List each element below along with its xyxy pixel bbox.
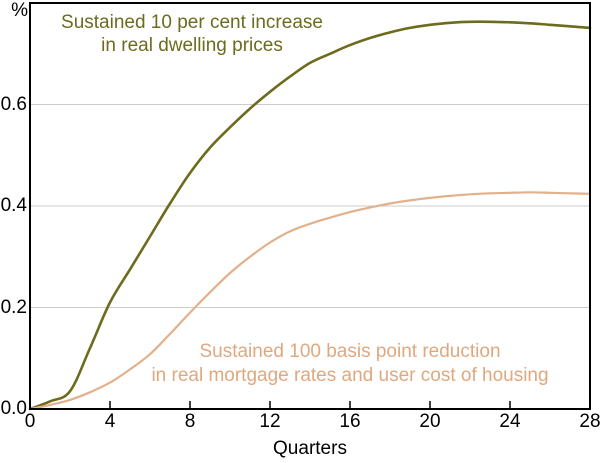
- series-label-mortgage-rates-line1: Sustained 100 basis point reduction: [199, 341, 501, 362]
- x-tick-label: 0: [24, 411, 36, 432]
- y-tick-label: 0.4: [0, 195, 27, 216]
- y-axis-unit-label: %: [11, 0, 28, 21]
- curve-dwelling-prices: [28, 20, 592, 411]
- series-label-mortgage-rates: Sustained 100 basis point reduction in r…: [120, 340, 580, 388]
- y-tick-label: 0.6: [0, 93, 27, 115]
- x-tick-label: 4: [104, 411, 116, 432]
- plot-border: [29, 2, 591, 410]
- y-tick-label: 0.2: [0, 296, 27, 318]
- x-tick-label: 24: [499, 411, 521, 432]
- series-label-dwelling-prices-line2: in real dwelling prices: [101, 35, 283, 56]
- series-label-dwelling-prices: Sustained 10 per cent increase in real d…: [42, 11, 342, 57]
- x-tick-label: 8: [184, 411, 196, 432]
- x-axis-title: Quarters: [273, 438, 347, 459]
- x-tick-label: 16: [339, 411, 361, 432]
- series-label-dwelling-prices-line1: Sustained 10 per cent increase: [61, 12, 323, 33]
- x-tick-label: 28: [579, 411, 600, 432]
- x-tick-label: 12: [259, 411, 281, 432]
- y-tick-label: 0.0: [0, 398, 27, 419]
- x-tick-label: 20: [419, 411, 441, 432]
- series-label-mortgage-rates-line2: in real mortgage rates and user cost of …: [151, 365, 549, 386]
- curve-mortgage-rates: [28, 191, 592, 411]
